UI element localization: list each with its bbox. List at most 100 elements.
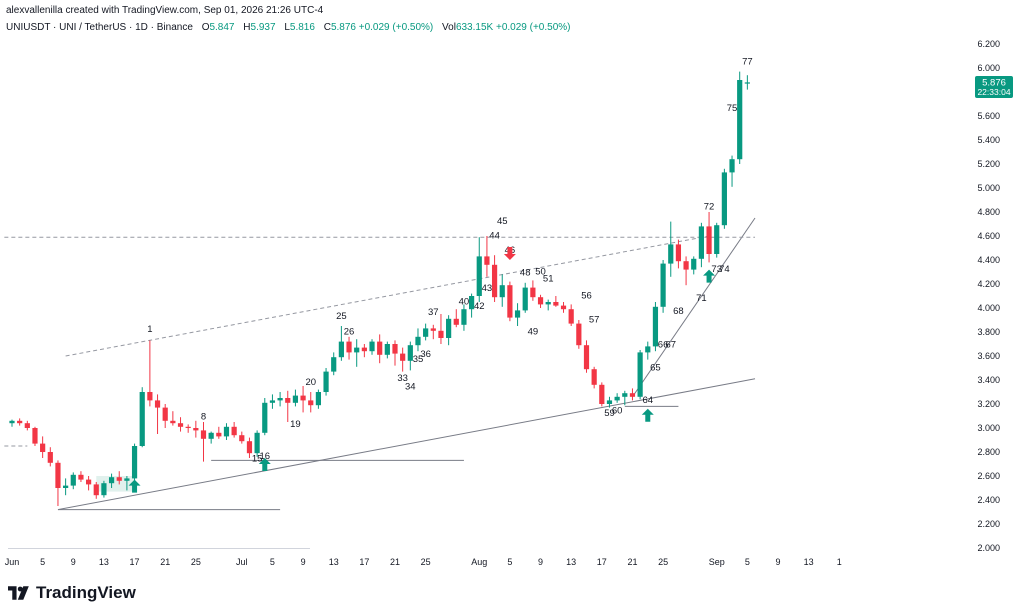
candle <box>499 274 505 307</box>
candle-label: 26 <box>344 326 355 337</box>
candle <box>652 302 659 352</box>
candle-body <box>331 357 337 372</box>
candle-body <box>223 426 230 437</box>
candle-body <box>154 400 161 408</box>
candle-body <box>744 82 750 84</box>
candle <box>9 419 15 427</box>
candle <box>277 392 283 407</box>
candle-body <box>208 432 214 439</box>
candle-label: 42 <box>474 301 485 312</box>
candle <box>254 430 260 457</box>
open-label: O <box>201 22 210 33</box>
candle <box>537 294 544 308</box>
candle <box>377 334 383 364</box>
candle-label: 75 <box>727 103 738 114</box>
candle <box>476 237 482 302</box>
time-axis: Jun 5 9 13 17 21 25 Jul 5 9 13 17 21 25 Aug 5 9 13 17 21 25 S… <box>5 557 842 567</box>
last-price-tag: 5.876 22:33:04 <box>975 76 1013 98</box>
candle-body <box>491 264 498 298</box>
candle-label: 66 <box>658 340 669 351</box>
buy-signal-arrow <box>258 458 271 471</box>
candle-body <box>668 244 674 264</box>
candle-body <box>499 285 505 298</box>
time-axis-label: 25 <box>658 557 668 567</box>
candle-body <box>323 371 329 392</box>
time-axis-label: Jul <box>236 557 248 567</box>
candle-label: 20 <box>305 377 316 388</box>
price-axis-label: 6.000 <box>977 63 1000 73</box>
candle <box>446 315 452 346</box>
symbol-info[interactable]: UNIUSDT · UNI / TetherUS · 1D · Binance <box>6 22 193 33</box>
price-axis-label: 6.200 <box>977 39 1000 49</box>
candle-body <box>691 258 697 270</box>
candle-body <box>706 226 712 254</box>
candle <box>185 424 191 433</box>
candle <box>323 368 329 396</box>
price-countdown: 22:33:04 <box>977 87 1010 97</box>
candle-body <box>101 483 107 496</box>
candle <box>170 411 176 426</box>
candle-body <box>254 432 260 454</box>
candle-body <box>93 484 99 496</box>
tradingview-logo[interactable]: TradingView <box>8 583 136 603</box>
candle-body <box>70 474 76 486</box>
candle-body <box>400 353 406 361</box>
candle <box>63 478 69 496</box>
candle-label: 49 <box>528 326 539 337</box>
candle-body <box>583 345 590 370</box>
candle <box>338 326 344 361</box>
time-axis-label: 21 <box>627 557 637 567</box>
candle-body <box>55 462 61 488</box>
candle <box>308 392 314 413</box>
candle-body <box>86 479 92 485</box>
candle <box>17 418 23 426</box>
candle <box>530 280 536 301</box>
last-price-tag-bg <box>975 76 1013 98</box>
candle <box>392 340 398 366</box>
candle-body <box>476 256 482 296</box>
price-axis-label: 3.400 <box>977 375 1000 385</box>
candle-label: 16 <box>259 451 270 462</box>
candle <box>576 320 582 349</box>
candle <box>668 221 674 277</box>
candle-body <box>285 398 291 403</box>
candle-body <box>721 172 727 226</box>
candle-label: 33 <box>397 373 408 384</box>
candle-body <box>246 441 253 454</box>
price-axis-label: 4.600 <box>977 231 1000 241</box>
candle-body <box>63 485 69 488</box>
candle <box>430 324 436 340</box>
candle <box>216 426 222 439</box>
candle <box>415 328 421 352</box>
signal-arrows <box>128 247 716 493</box>
candle-body <box>660 263 666 307</box>
candle <box>384 341 390 359</box>
symbol-legend: UNIUSDT · UNI / TetherUS · 1D · Binance … <box>6 22 570 33</box>
time-axis-label: 25 <box>421 557 431 567</box>
candle-body <box>17 420 23 424</box>
candle <box>154 394 161 434</box>
candle-body <box>384 344 390 355</box>
candle-body <box>9 420 15 424</box>
candle <box>108 473 115 488</box>
candle-label: 43 <box>482 283 493 294</box>
candle-body <box>124 478 130 481</box>
time-axis-label: 17 <box>130 557 140 567</box>
candle-label: 34 <box>405 382 416 393</box>
candle-label: 45 <box>497 216 508 227</box>
candle <box>246 437 253 458</box>
candle <box>354 339 360 367</box>
candle <box>208 431 214 444</box>
price-axis-label: 2.200 <box>977 519 1000 529</box>
candle-body <box>522 287 528 311</box>
time-axis-label: 9 <box>301 557 306 567</box>
candle-body <box>369 341 375 352</box>
candle-body <box>568 309 574 324</box>
candle-label: 60 <box>612 406 623 417</box>
time-axis-label: 1 <box>837 557 842 567</box>
candle <box>507 281 513 322</box>
candle <box>116 471 122 485</box>
high-value: 5.937 <box>250 22 276 33</box>
time-axis-label: 25 <box>191 557 201 567</box>
